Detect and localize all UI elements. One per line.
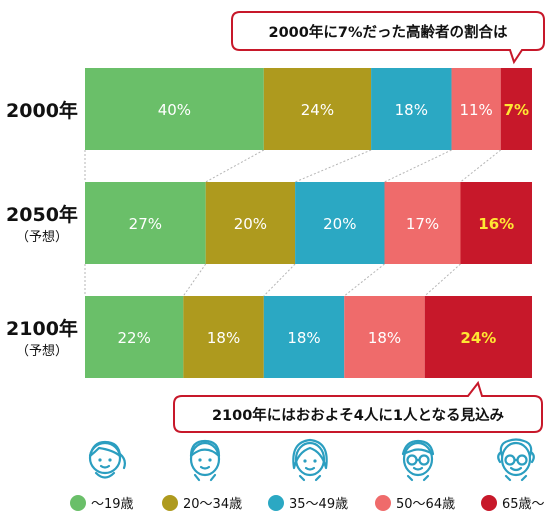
callout-top-bubble xyxy=(231,11,545,65)
legend-swatch xyxy=(162,495,178,511)
callout-bottom-bubble xyxy=(173,380,543,433)
bar-value-label: 11% xyxy=(459,101,492,119)
bar-segment xyxy=(205,182,296,264)
bar-segment xyxy=(263,68,372,150)
callout-top: 2000年に7%だった高齢者の割合は xyxy=(231,11,545,65)
row-sublabel: （予想） xyxy=(16,229,68,245)
legend-label: 〜19歳 xyxy=(91,497,134,512)
bar-value-label: 22% xyxy=(117,329,150,347)
young-adult-face-icon xyxy=(189,439,221,482)
middle-aged-face-icon xyxy=(401,439,435,482)
bar-segment xyxy=(424,296,532,378)
bar-value-label: 27% xyxy=(129,215,162,233)
connector-line xyxy=(424,263,461,297)
legend-label: 65歳〜 xyxy=(502,497,545,512)
bar-value-label: 18% xyxy=(207,329,240,347)
bar-value-label: 18% xyxy=(368,329,401,347)
bar-segment xyxy=(371,68,452,150)
row-label: 2000年 xyxy=(6,99,78,122)
bar-value-label: 20% xyxy=(234,215,267,233)
connector-line xyxy=(343,263,385,297)
bar-segment xyxy=(85,182,206,264)
legend: 〜19歳 20〜34歳 35〜49歳 50〜64歳 65歳〜 xyxy=(70,495,545,512)
bar-value-label: 24% xyxy=(460,329,496,347)
bar-value-label: 16% xyxy=(478,215,514,233)
connector-line xyxy=(263,263,296,297)
legend-label: 50〜64歳 xyxy=(396,497,455,512)
legend-label: 35〜49歳 xyxy=(289,497,348,512)
connector-line xyxy=(460,149,502,183)
bar-segment xyxy=(263,296,345,378)
connector-lines xyxy=(84,149,502,297)
callout-bottom-text: 2100年にはおおよそ4人に1人となる見込み xyxy=(212,406,505,424)
bar-value-label: 18% xyxy=(287,329,320,347)
adult-face-icon xyxy=(292,438,328,482)
bar-segment xyxy=(384,182,461,264)
child-face-icon xyxy=(88,440,126,479)
bar-segment xyxy=(183,296,264,378)
connector-line xyxy=(384,149,452,183)
elderly-face-icon xyxy=(497,438,535,482)
connector-line xyxy=(294,149,372,183)
bar-segment xyxy=(460,182,532,264)
legend-swatch xyxy=(375,495,391,511)
bar-value-label: 20% xyxy=(323,215,356,233)
legend-label: 20〜34歳 xyxy=(183,497,242,512)
bar-segment xyxy=(344,296,425,378)
bar-value-label: 40% xyxy=(158,101,191,119)
legend-icons xyxy=(88,438,535,482)
legend-swatch xyxy=(268,495,284,511)
row-label: 2050年 xyxy=(6,203,78,226)
bar-value-label: 24% xyxy=(301,101,334,119)
row-sublabel: （予想） xyxy=(16,343,68,359)
legend-swatch xyxy=(481,495,497,511)
bar-segment xyxy=(451,68,501,150)
bar-value-label: 18% xyxy=(395,101,428,119)
bar-segment xyxy=(500,68,532,150)
row-labels: 2000年 2050年 （予想） 2100年 （予想） xyxy=(6,99,78,359)
bars-group: 40% 24% 18% 11% 7% 27% 20% 20% 17% 16% 22% 18% 18% 18… xyxy=(85,68,532,378)
legend-swatch xyxy=(70,495,86,511)
bar-segment xyxy=(85,296,184,378)
row-label: 2100年 xyxy=(6,317,78,340)
callout-top-text: 2000年に7%だった高齢者の割合は xyxy=(269,23,508,41)
connector-line xyxy=(205,149,265,183)
bar-segment xyxy=(85,68,264,150)
bar-segment xyxy=(295,182,385,264)
bar-value-label: 7% xyxy=(504,101,529,119)
callout-bottom: 2100年にはおおよそ4人に1人となる見込み xyxy=(173,380,543,433)
connector-line xyxy=(182,263,207,297)
bar-value-label: 17% xyxy=(406,215,439,233)
